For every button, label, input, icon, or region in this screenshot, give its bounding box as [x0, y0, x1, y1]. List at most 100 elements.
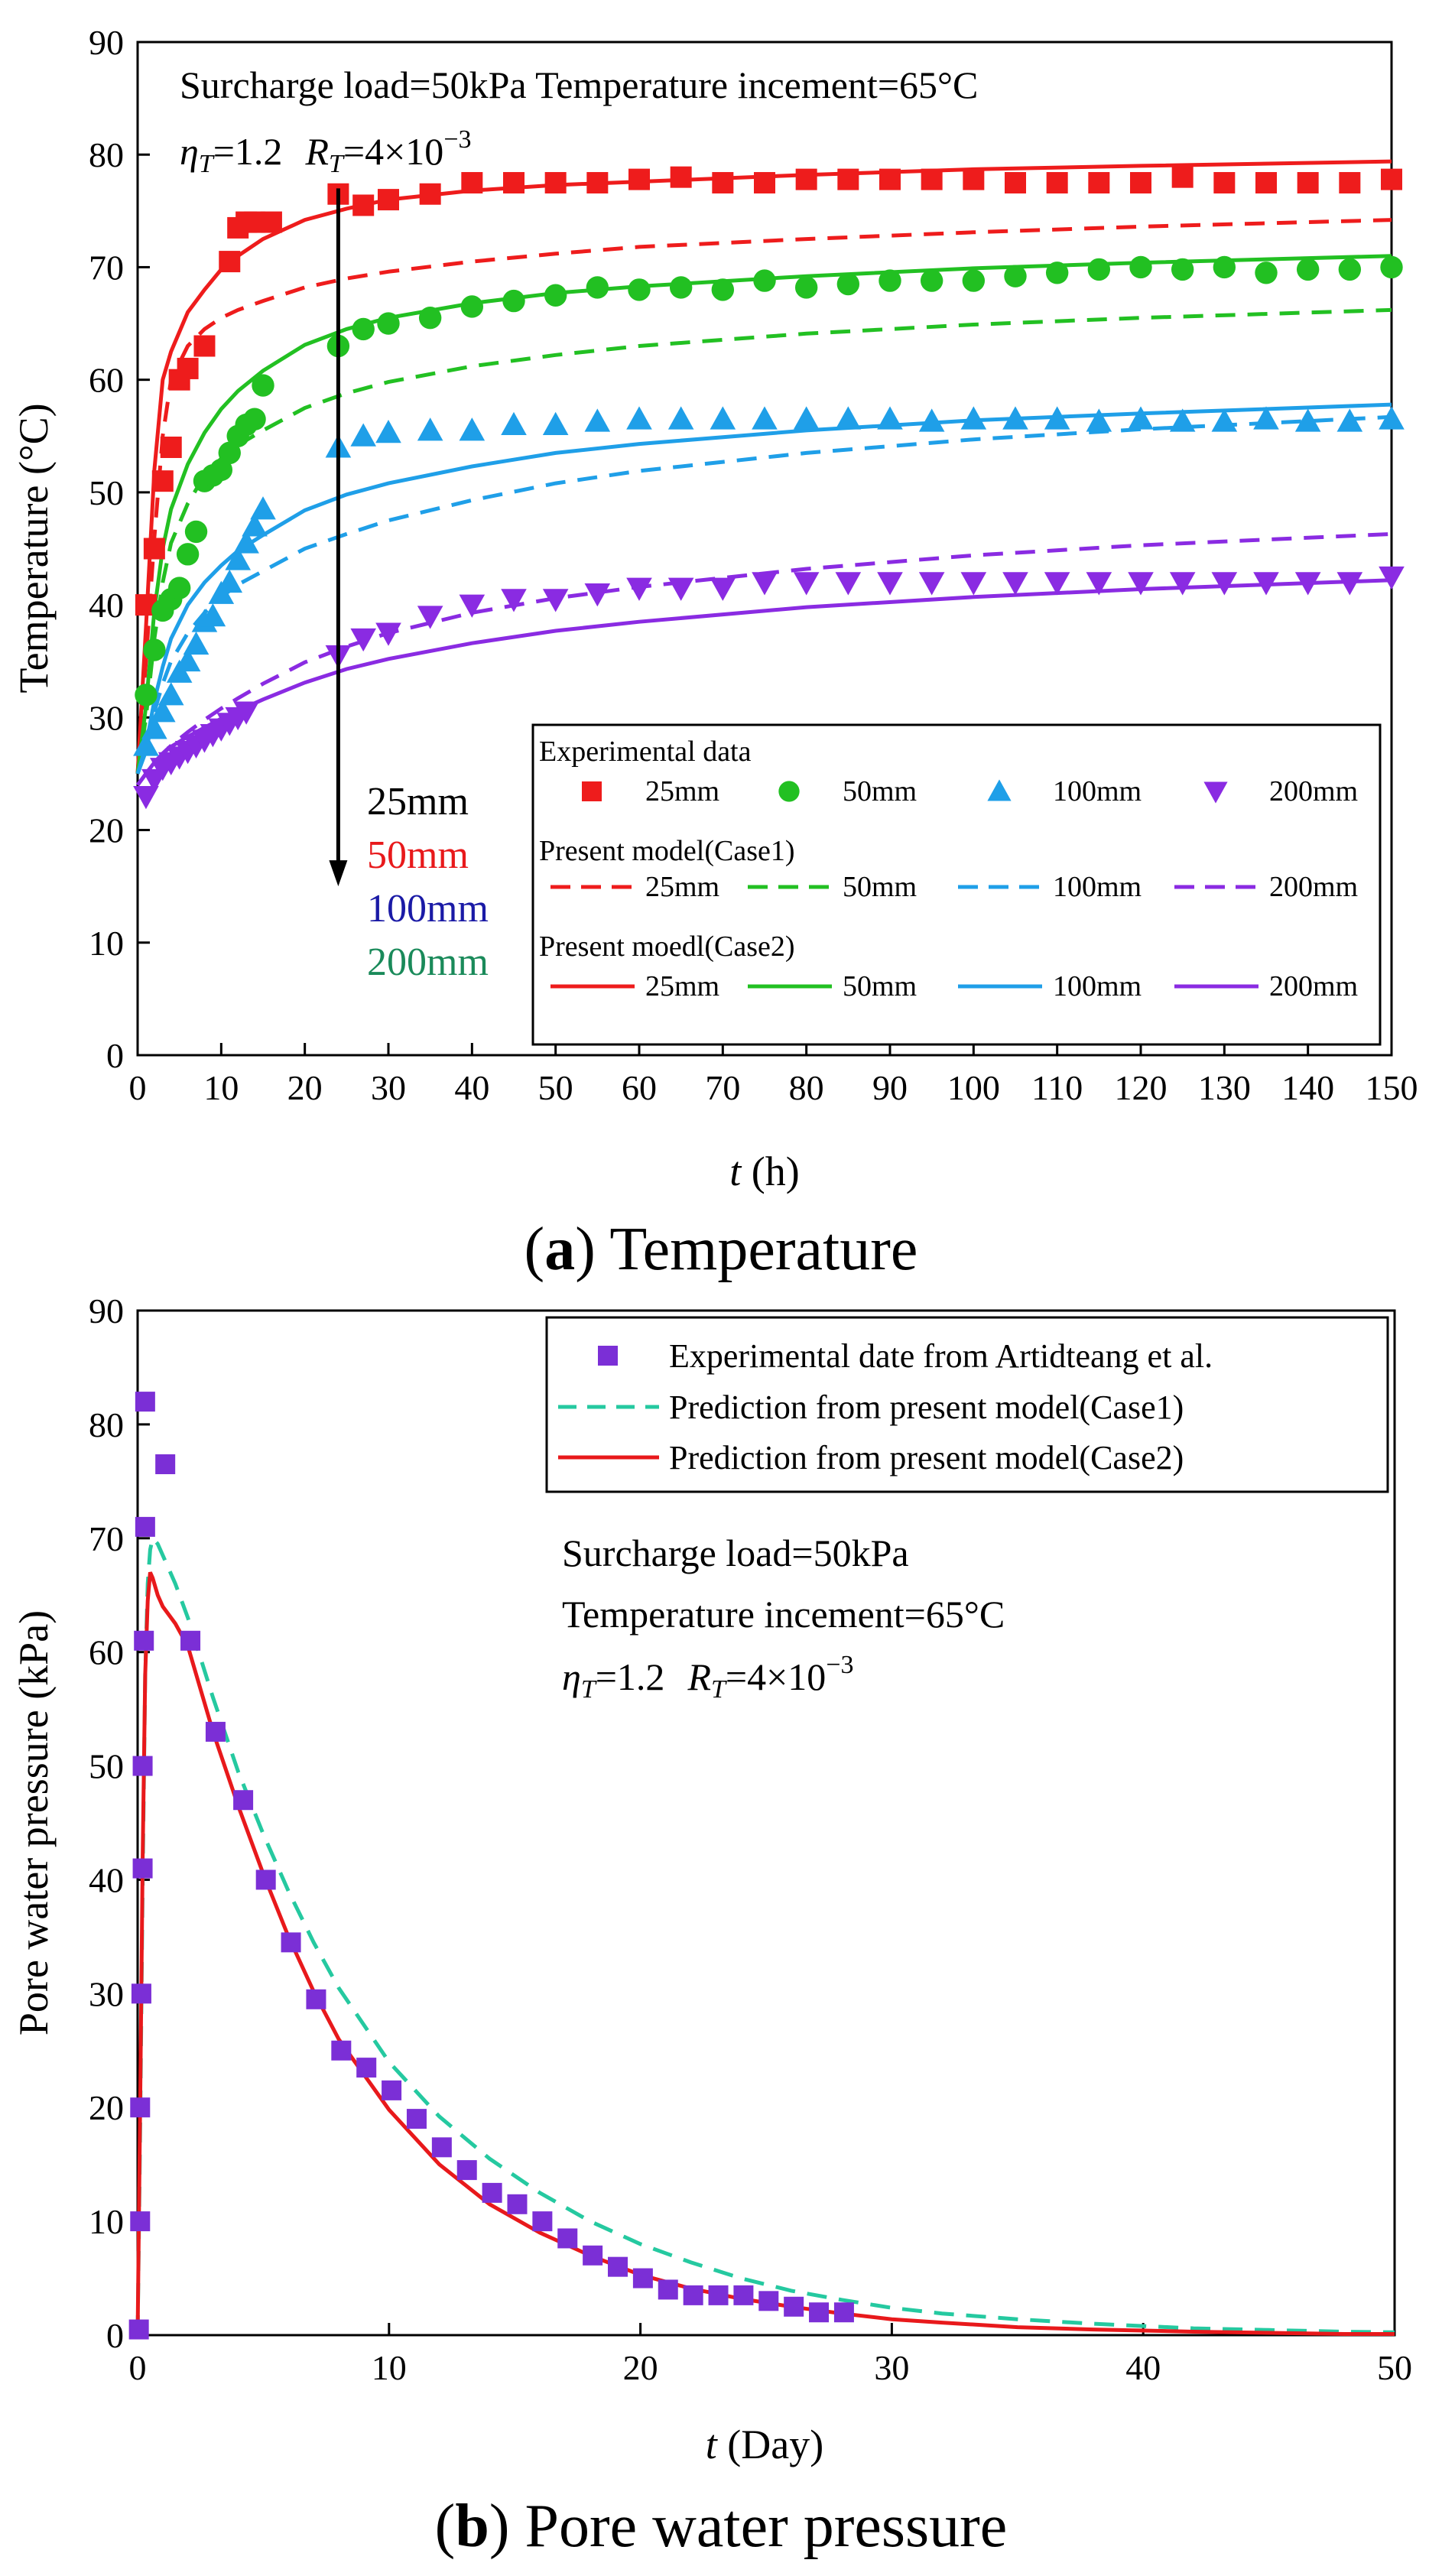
data-point-experimental-50mm-5: [176, 543, 200, 566]
r-subscript-b: T: [711, 1675, 727, 1704]
data-point-experimental-50mm-27: [794, 276, 818, 299]
data-point-experimental-25mm-3: [160, 437, 182, 458]
y-tick-label-80: 80: [89, 1405, 124, 1444]
data-point-experimental-50mm-39: [1296, 258, 1320, 281]
data-point-experimental-200mm-32: [1086, 572, 1112, 596]
legend-marker-experimental-data-25mm: [582, 781, 602, 801]
panel-b-legend-box: [545, 1316, 1389, 1493]
data-point-experimental-date-from-artidteang-et-al-23: [507, 2194, 528, 2214]
data-point-experimental-25mm-27: [921, 168, 943, 190]
y-tick-label-20: 20: [89, 2088, 124, 2127]
data-point-experimental-date-from-artidteang-et-al-24: [532, 2211, 553, 2232]
data-point-experimental-50mm-14: [252, 374, 274, 397]
data-point-experimental-25mm-33: [1171, 166, 1194, 188]
data-point-experimental-25mm-15: [419, 183, 441, 205]
legend-label-case2: Prediction from present model(Case2): [669, 1439, 1184, 1476]
panel-b-plot-frame: [136, 1309, 1396, 2337]
data-point-experimental-50mm-21: [544, 284, 567, 307]
data-point-experimental-date-from-artidteang-et-al-10: [180, 1630, 201, 1651]
data-point-experimental-50mm-41: [1380, 255, 1403, 279]
data-point-experimental-100mm-21: [542, 411, 569, 435]
panel-b-caption-paren-open: (: [435, 2493, 456, 2560]
x-tick-label-50: 50: [538, 1068, 573, 1107]
data-point-experimental-100mm-37: [1211, 408, 1238, 432]
data-point-experimental-date-from-artidteang-et-al-16: [331, 2040, 352, 2061]
series-line-prediction-from-present-model-case2: [135, 1571, 1395, 2336]
data-point-experimental-200mm-34: [1169, 572, 1196, 596]
data-point-experimental-date-from-artidteang-et-al-2: [130, 2097, 151, 2118]
legend-marker-experimental-data-100mm: [987, 779, 1012, 801]
y-tick-label-30: 30: [89, 1974, 124, 2013]
data-point-experimental-100mm-8: [200, 603, 226, 627]
data-point-experimental-date-from-artidteang-et-al-9: [155, 1454, 176, 1474]
data-point-experimental-50mm-19: [460, 295, 484, 318]
data-point-experimental-100mm-39: [1294, 408, 1321, 432]
data-point-experimental-100mm-19: [459, 417, 486, 441]
data-point-experimental-25mm-7: [219, 251, 241, 273]
data-point-experimental-25mm-13: [352, 194, 375, 216]
data-point-experimental-25mm-16: [461, 172, 483, 194]
panel-b-legend: Experimental date from Artidteang et al.…: [545, 1316, 1389, 1493]
x-label-t: t: [729, 1148, 742, 1194]
x-tick-label-80: 80: [789, 1068, 824, 1107]
data-point-experimental-date-from-artidteang-et-al-1: [130, 2211, 151, 2232]
data-point-experimental-date-from-artidteang-et-al-6: [134, 1630, 154, 1651]
panel-b-legend-markers: [558, 1346, 659, 1460]
data-point-experimental-date-from-artidteang-et-al-34: [784, 2296, 804, 2317]
legend-label-present-moedl-case2-50mm: 50mm: [843, 970, 917, 1002]
depth-label-50mm: 50mm: [367, 833, 469, 877]
data-point-experimental-50mm-6: [184, 520, 208, 544]
data-point-experimental-25mm-24: [795, 168, 817, 190]
data-point-experimental-100mm-6: [183, 631, 209, 655]
data-point-experimental-date-from-artidteang-et-al-12: [233, 1790, 254, 1811]
series-line-case1-50mm: [135, 307, 1392, 775]
panel-a-annotation-line1: Surcharge load=50kPa Temperature incemen…: [180, 63, 978, 106]
data-point-experimental-25mm-30: [1046, 172, 1068, 194]
panel-b-annotation-line3: ηT=1.2 RT=4×10−3: [562, 1651, 854, 1704]
legend-label-present-model-case1-50mm: 50mm: [843, 871, 917, 903]
data-point-experimental-25mm-20: [628, 168, 650, 190]
data-point-experimental-date-from-artidteang-et-al-18: [382, 2080, 402, 2100]
y-tick-label-40: 40: [89, 1860, 124, 1899]
data-point-experimental-date-from-artidteang-et-al-27: [608, 2256, 628, 2277]
y-tick-label-40: 40: [89, 586, 124, 625]
panel-a-legend-box: [531, 723, 1382, 1046]
data-point-experimental-25mm-26: [879, 168, 901, 190]
series-line-case2-100mm: [135, 402, 1392, 775]
r-value: =4×10: [343, 130, 443, 173]
y-tick-label-20: 20: [89, 811, 124, 850]
data-point-experimental-25mm-36: [1297, 172, 1319, 194]
eta-value-b: =1.2: [596, 1655, 665, 1698]
data-point-experimental-50mm-36: [1171, 258, 1194, 281]
x-tick-label-20: 20: [287, 1068, 323, 1107]
data-point-experimental-100mm-10: [216, 569, 243, 593]
x-tick-label-140: 140: [1281, 1068, 1334, 1107]
data-point-experimental-100mm-23: [626, 406, 652, 430]
y-tick-label-0: 0: [106, 1036, 124, 1075]
data-point-experimental-200mm-21: [626, 577, 652, 601]
panel-b-caption-label: b: [455, 2493, 489, 2560]
data-point-experimental-date-from-artidteang-et-al-14: [281, 1932, 301, 1953]
data-point-experimental-200mm-18: [501, 589, 527, 612]
data-point-experimental-25mm-21: [670, 166, 692, 188]
eta-subscript-b: T: [581, 1675, 597, 1704]
x-tick-label-150: 150: [1366, 1068, 1418, 1107]
data-point-experimental-25mm-22: [712, 172, 734, 194]
legend-marker-experimental-data-200mm: [1203, 781, 1228, 804]
data-point-experimental-100mm-2: [150, 699, 176, 723]
data-point-experimental-100mm-24: [667, 406, 694, 430]
x-tick-label-60: 60: [622, 1068, 657, 1107]
panel-a-annotation-line2: ηT=1.2 RT=4×10−3: [180, 125, 472, 178]
data-point-experimental-100mm-5: [174, 648, 201, 672]
data-point-experimental-100mm-11: [225, 547, 251, 570]
data-point-experimental-25mm-28: [963, 168, 985, 190]
data-point-experimental-25mm-2: [151, 470, 174, 492]
panel-a-x-axis-label: t (h): [729, 1148, 799, 1194]
y-tick-label-50: 50: [89, 473, 124, 512]
eta-symbol: η: [180, 130, 199, 173]
data-point-experimental-date-from-artidteang-et-al-20: [431, 2137, 452, 2158]
data-point-experimental-date-from-artidteang-et-al-26: [583, 2245, 603, 2266]
r-exponent-b: −3: [826, 1651, 853, 1679]
data-point-experimental-100mm-22: [584, 408, 611, 432]
data-point-experimental-50mm-1: [143, 638, 166, 661]
